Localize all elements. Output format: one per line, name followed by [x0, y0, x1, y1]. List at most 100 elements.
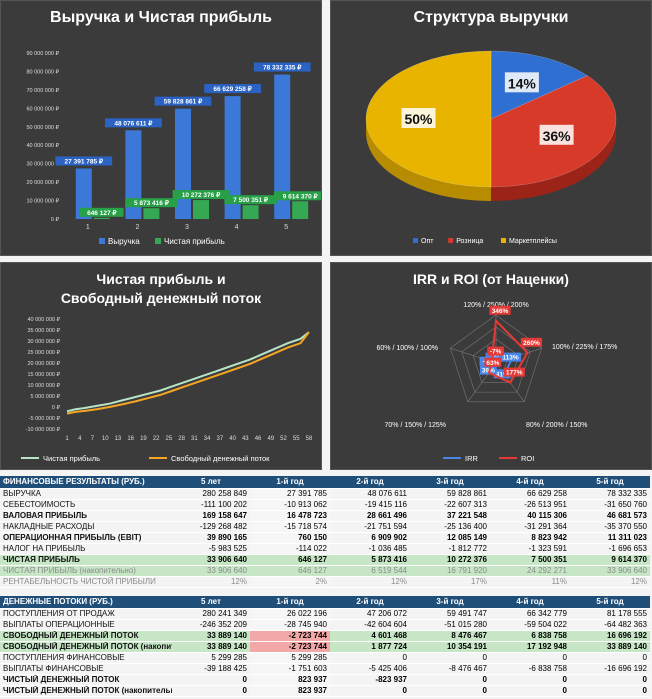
x-tick-label: 2 [135, 224, 139, 231]
table-row: НАКЛАДНЫЕ РАСХОДЫ -129 268 482 -15 718 574… [0, 521, 650, 533]
row-label: РЕНТАБЕЛЬНОСТЬ ЧИСТОЙ ПРИБЫЛИ [0, 576, 172, 588]
table-cell: 59 491 747 [410, 608, 490, 620]
y-tick-label: 10 000 000 ₽ [27, 382, 60, 389]
table-cell: 0 [490, 674, 570, 686]
table-row: ВЫРУЧКА 280 258 849 27 391 785 48 076 611 59… [0, 488, 650, 500]
table-cell: 5 299 285 [250, 652, 330, 664]
table-cell: 17% [410, 576, 490, 588]
column-header: 5-й год [570, 476, 650, 489]
y-tick-label: 5 000 000 ₽ [31, 393, 61, 400]
data-label-box [172, 190, 230, 200]
data-label-box [105, 118, 162, 128]
y-tick-label: 40 000 000 ₽ [26, 142, 59, 149]
column-header: 5-й год [570, 596, 650, 609]
column-header: 5 лет [172, 476, 250, 489]
table-cell: 0 [490, 685, 570, 697]
table-row: ЧИСТАЯ ПРИБЫЛЬ 33 906 640 646 127 5 873 416… [0, 554, 650, 566]
table-cell: 0 [330, 652, 410, 664]
irr-roi-radar-chart: 120% / 250% / 200% 100% / 225% / 175% 80% … [377, 302, 618, 463]
legend-label: IRR [465, 454, 479, 463]
table-cell: 46 681 573 [570, 510, 650, 522]
data-label: 9 614 370 ₽ [283, 192, 319, 200]
table-cell: 11 311 023 [570, 532, 650, 544]
table-cell: 28 661 496 [330, 510, 410, 522]
radar-label-box [479, 365, 497, 375]
x-tick-label: 37 [216, 436, 223, 442]
table-cell: -10 913 062 [250, 499, 330, 511]
table-row: ВАЛОВАЯ ПРИБЫЛЬ 169 158 647 16 478 723 28 6… [0, 510, 650, 522]
x-tick-label: 4 [235, 224, 239, 231]
table-cell: -59 504 022 [490, 619, 570, 631]
table-cell: 0 [410, 674, 490, 686]
revenue-pie-chart: 14% 36% 50% Опт Розница Маркетплейсы [365, 50, 617, 245]
data-label-box [274, 191, 321, 201]
table-cell: -19 415 116 [330, 499, 410, 511]
table-cell: 4 601 468 [330, 630, 410, 642]
y-tick-label: 60 000 000 ₽ [26, 105, 59, 112]
table-cell: 7 500 351 [490, 554, 570, 566]
table-row: ЧИСТЫЙ ДЕНЕЖНЫЙ ПОТОК (накопительно) 0 823… [0, 685, 650, 697]
x-tick-label: 22 [153, 436, 160, 442]
y-tick-label: 0 ₽ [52, 404, 61, 411]
table-cell: 33 889 140 [570, 641, 650, 653]
table-cell: 47 206 072 [330, 608, 410, 620]
table-cell: -8 476 467 [410, 663, 490, 675]
x-tick-label: 16 [127, 436, 134, 442]
row-label: ВЫПЛАТЫ ФИНАНСОВЫЕ [0, 663, 172, 675]
legend-swatch [99, 238, 105, 244]
column-header: 2-й год [330, 476, 410, 489]
table-cell: 33 906 640 [172, 554, 250, 566]
table-cell: -64 482 363 [570, 619, 650, 631]
cashflow-panel: Чистая прибыль и Свободный денежный пото… [0, 262, 322, 470]
radar-label-box [484, 357, 502, 367]
y-tick-label: -5 000 000 ₽ [29, 415, 61, 422]
pie-label: 14% [508, 75, 537, 91]
row-label: ВЫРУЧКА [0, 488, 172, 500]
table-row: ВЫПЛАТЫ ФИНАНСОВЫЕ -39 188 425 -1 751 603-… [0, 663, 650, 675]
legend-swatch [413, 238, 418, 243]
data-label: 10 272 376 ₽ [182, 191, 221, 199]
series-line [66, 331, 310, 415]
pie-label: 50% [404, 111, 433, 127]
table-cell: -25 136 400 [410, 521, 490, 533]
table-cell: 17 192 948 [490, 641, 570, 653]
x-tick-label: 10 [102, 436, 109, 442]
y-tick-label: 10 000 000 ₽ [26, 198, 59, 205]
revenue-bar-chart: 0 ₽ 10 000 000 ₽ 20 000 000 ₽ 30 000 000 ₽ 4… [26, 50, 321, 246]
pie-label-box [401, 108, 436, 128]
table-cell: 78 332 335 [570, 488, 650, 500]
radar-axis-label: 70% / 150% / 125% [385, 422, 447, 429]
row-label: ЧИСТАЯ ПРИБЫЛЬ (накопительно) [0, 565, 172, 577]
radar-data-label: -7% [490, 349, 502, 356]
table-cell: 0 [570, 652, 650, 664]
table-cell: 646 127 [250, 565, 330, 577]
table-cell: 12% [330, 576, 410, 588]
table-row: ВЫПЛАТЫ ОПЕРАЦИОННЫЕ -246 352 209 -28 745 … [0, 619, 650, 631]
cash-flows-table: ДЕНЕЖНЫЕ ПОТОКИ (РУБ.) 5 лет 1-й год 2-й го… [0, 596, 650, 697]
legend-label: Чистая прибыль [43, 454, 100, 463]
table-cell: 169 158 647 [172, 510, 250, 522]
x-tick-label: 40 [229, 436, 236, 442]
x-tick-label: 7 [91, 436, 95, 442]
table-cell: 0 [410, 685, 490, 697]
table-cell: 81 178 555 [570, 608, 650, 620]
y-tick-label: 80 000 000 ₽ [26, 68, 59, 75]
bar [274, 74, 291, 220]
table-row: ПОСТУПЛЕНИЯ ОТ ПРОДАЖ 280 241 349 26 022 1… [0, 608, 650, 620]
y-tick-label: 35 000 000 ₽ [27, 327, 60, 334]
bar [125, 130, 142, 219]
row-label: ПОСТУПЛЕНИЯ ОТ ПРОДАЖ [0, 608, 172, 620]
table-cell: 24 292 271 [490, 565, 570, 577]
table-cell: 10 272 376 [410, 554, 490, 566]
row-label: СВОБОДНЫЙ ДЕНЕЖНЫЙ ПОТОК (накопительно) [0, 641, 172, 653]
table-cell: 66 629 258 [490, 488, 570, 500]
cashflow-line-chart: -10 000 000 ₽ -5 000 000 ₽ 0 ₽ 5 000 000 ₽ 1… [21, 316, 313, 463]
revenue-structure-panel: Структура выручки 14% 36% 50% Опт Розница Мар… [330, 0, 652, 256]
column-header: 1-й год [250, 596, 330, 609]
radar-data-label: 63% [486, 360, 499, 367]
table-cell: 39 890 165 [172, 532, 250, 544]
table-cell: -1 323 591 [490, 543, 570, 555]
x-tick-label: 58 [306, 436, 313, 442]
legend-label: Чистая прибыль [164, 237, 225, 246]
legend-label: Свободный денежный поток [171, 454, 270, 463]
